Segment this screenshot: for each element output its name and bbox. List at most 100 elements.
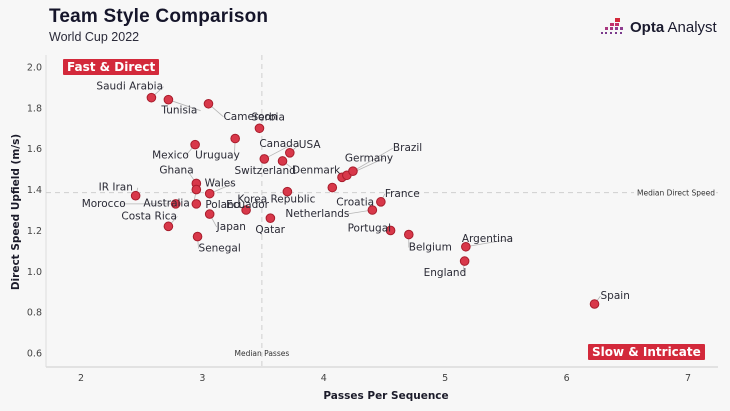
- point-england[interactable]: [459, 256, 470, 266]
- point-korea-republic[interactable]: [282, 186, 293, 197]
- point-japan[interactable]: [204, 209, 215, 219]
- y-ticks: 0.6 0.8 1.0 1.2 1.4 1.6 1.8 2.0: [27, 63, 42, 360]
- point-label-portugal: Portugal: [348, 222, 392, 234]
- point-label-australia: Australia: [143, 198, 189, 210]
- point-cameroon[interactable]: [203, 98, 214, 109]
- point-mexico[interactable]: [190, 139, 200, 150]
- point-label-qatar: Qatar: [255, 224, 285, 236]
- x-tick-label: 2: [78, 373, 84, 384]
- point-belgium[interactable]: [403, 229, 414, 240]
- point-label-england: England: [424, 267, 467, 279]
- point-label-poland: Poland: [205, 199, 240, 211]
- leader-line-argentina: [465, 238, 513, 248]
- point-label-ecuador: Ecuador: [226, 199, 270, 211]
- point-label-argentina: Argentina: [462, 233, 513, 245]
- x-tick-label: 6: [564, 373, 570, 384]
- point-senegal[interactable]: [192, 231, 203, 242]
- point-costa-rica[interactable]: [163, 221, 174, 232]
- point-label-senegal: Senegal: [199, 243, 241, 255]
- point-label-wales: Wales: [205, 178, 236, 190]
- point-label-cameroon: Cameroon: [223, 111, 277, 123]
- x-tick-label: 5: [442, 373, 448, 384]
- point-label-switzerland: Switzerland: [235, 165, 296, 177]
- point-label-japan: Japan: [216, 221, 246, 233]
- point-argentina[interactable]: [461, 241, 471, 252]
- point-croatia[interactable]: [327, 182, 338, 193]
- point-canada[interactable]: [259, 154, 270, 164]
- label-leader-lines: [120, 86, 601, 305]
- point-spain[interactable]: [589, 299, 600, 309]
- point-label-germany: Germany: [345, 152, 393, 164]
- point-tunisia[interactable]: [163, 94, 174, 105]
- point-label-spain: Spain: [601, 290, 630, 302]
- point-australia[interactable]: [191, 184, 202, 195]
- point-ecuador[interactable]: [241, 205, 251, 215]
- logo-text: Opta Analyst: [630, 19, 717, 36]
- point-qatar[interactable]: [265, 213, 276, 223]
- point-label-korea-republic: Korea Republic: [237, 194, 315, 206]
- point-label-ir-iran: IR Iran: [99, 182, 133, 194]
- point-label-canada: Canada: [259, 138, 299, 150]
- leader-line-tunisia: [168, 99, 201, 112]
- point-label-morocco: Morocco: [82, 198, 126, 210]
- y-tick-label: 1.0: [27, 267, 42, 278]
- point-label-saudi-arabia: Saudi Arabia: [96, 81, 163, 93]
- point-label-mexico: Mexico: [152, 150, 189, 162]
- point-portugal[interactable]: [385, 225, 396, 236]
- y-tick-label: 0.6: [27, 349, 42, 360]
- y-tick-label: 1.8: [27, 103, 42, 114]
- chart-title: Team Style Comparison: [49, 6, 269, 27]
- point-france[interactable]: [376, 197, 386, 207]
- chart-subtitle: World Cup 2022: [49, 30, 140, 44]
- leader-line-canada: [264, 143, 294, 160]
- y-tick-label: 1.6: [27, 144, 42, 155]
- point-netherlands[interactable]: [367, 205, 378, 215]
- x-tick-label: 7: [685, 373, 691, 384]
- median-direct-speed-label: Median Direct Speed: [637, 189, 715, 198]
- reference-lines: Median Passes Median Direct Speed: [46, 55, 718, 367]
- point-label-denmark: Denmark: [292, 164, 341, 176]
- point-label-netherlands: Netherlands: [285, 208, 349, 220]
- point-label-tunisia: Tunisia: [160, 105, 197, 117]
- point-label-ghana: Ghana: [159, 164, 193, 176]
- point-label-france: France: [385, 188, 420, 200]
- x-ticks: 2 3 4 5 6 7: [78, 373, 691, 384]
- median-passes-label: Median Passes: [234, 349, 289, 358]
- x-tick-label: 3: [199, 373, 205, 384]
- x-axis-title: Passes Per Sequence: [323, 390, 448, 402]
- point-label-belgium: Belgium: [409, 242, 452, 254]
- point-uruguay[interactable]: [230, 133, 240, 144]
- point-label-serbia: Serbia: [251, 111, 284, 123]
- point-wales[interactable]: [204, 188, 215, 199]
- quadrant-label-fast-direct: Fast & Direct: [63, 59, 160, 75]
- opta-analyst-logo: Opta Analyst: [601, 18, 717, 36]
- y-tick-label: 1.4: [27, 185, 42, 196]
- point-label-costa-rica: Costa Rica: [121, 210, 177, 222]
- point-brazil[interactable]: [348, 166, 358, 176]
- point-label-usa: USA: [299, 139, 322, 151]
- point-label-uruguay: Uruguay: [195, 150, 240, 162]
- x-tick-label: 4: [321, 373, 327, 384]
- point-morocco[interactable]: [170, 199, 181, 209]
- logo-text-light: Analyst: [664, 18, 717, 36]
- point-label-brazil: Brazil: [393, 142, 422, 154]
- data-points: [130, 92, 600, 309]
- quadrant-label-slow-intricate: Slow & Intricate: [588, 344, 705, 360]
- point-poland[interactable]: [191, 199, 202, 209]
- logo-text-bold: Opta: [630, 18, 665, 36]
- point-saudi-arabia[interactable]: [146, 92, 157, 103]
- axes: [45, 55, 718, 368]
- y-tick-label: 1.2: [27, 226, 42, 237]
- point-switzerland[interactable]: [277, 156, 288, 166]
- leader-line-brazil: [352, 147, 394, 172]
- point-usa[interactable]: [285, 148, 295, 158]
- point-serbia[interactable]: [254, 123, 265, 134]
- point-label-croatia: Croatia: [336, 197, 374, 209]
- opta-pixel-bars-icon: [601, 18, 623, 34]
- y-axis-title: Direct Speed Upfield (m/s): [10, 134, 22, 290]
- y-tick-label: 2.0: [27, 63, 42, 74]
- point-ir-iran[interactable]: [130, 190, 141, 201]
- y-tick-label: 0.8: [27, 308, 42, 319]
